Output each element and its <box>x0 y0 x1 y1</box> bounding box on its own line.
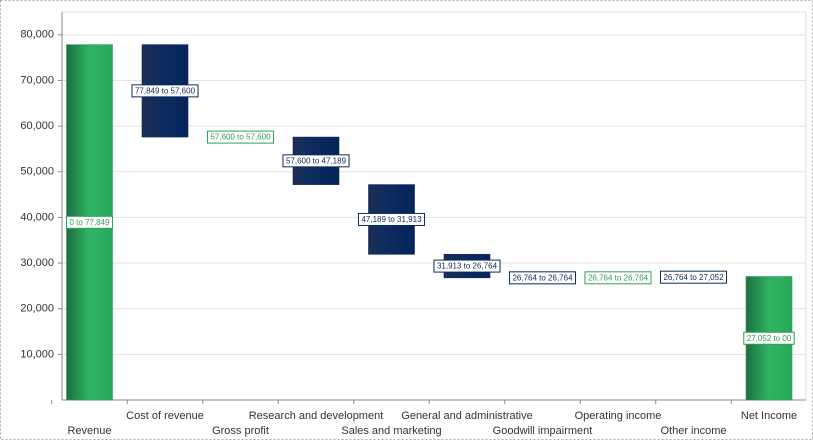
y-tick-label: 40,000 <box>20 211 54 223</box>
value-label-text: 0 to 77,849 <box>69 218 110 227</box>
value-label-text: 47,189 to 31,913 <box>361 215 422 224</box>
value-label-box <box>659 270 728 284</box>
x-tick-label: Revenue <box>67 425 111 437</box>
x-tick-label: Research and development <box>249 410 384 422</box>
value-label-text: 26,764 to 27,052 <box>663 273 724 282</box>
y-tick-label: 80,000 <box>20 29 54 41</box>
value-label-text: 77,849 to 57,600 <box>135 86 196 95</box>
x-tick-label: Operating income <box>575 410 662 422</box>
value-label: 26,764 to 26,764 <box>508 271 577 285</box>
value-label: 26,764 to 26,764 <box>584 271 652 285</box>
value-label-box <box>65 215 114 229</box>
x-tick-label: Gross profit <box>212 425 269 437</box>
value-label: 77,849 to 57,600 <box>131 84 199 98</box>
value-label: 47,189 to 31,913 <box>357 212 426 226</box>
x-tick-label: General and administrative <box>401 410 532 422</box>
x-tick-label: Goodwill impairment <box>493 425 593 437</box>
value-label-box <box>743 331 795 345</box>
value-label-box <box>282 154 350 168</box>
x-tick-label: Other income <box>660 425 726 437</box>
value-label-text: 57,600 to 47,189 <box>286 156 347 165</box>
value-label: 57,600 to 47,189 <box>282 154 350 168</box>
value-label: 0 to 77,849 <box>65 215 114 229</box>
value-label: 57,600 to 57,600 <box>206 130 275 144</box>
value-label-text: 26,764 to 26,764 <box>588 273 649 282</box>
value-label-box <box>131 84 199 98</box>
value-label-box <box>433 259 501 273</box>
y-tick-label: 30,000 <box>20 257 54 269</box>
value-label: 26,764 to 27,052 <box>659 270 728 284</box>
x-tick-label: Net Income <box>741 410 797 422</box>
value-label-box <box>508 271 577 285</box>
value-label: 31,913 to 26,764 <box>433 259 501 273</box>
value-label-text: 27,052 to 00 <box>747 334 792 343</box>
value-label-box <box>206 130 275 144</box>
value-label-text: 26,764 to 26,764 <box>512 273 573 282</box>
y-tick-label: 50,000 <box>20 166 54 178</box>
value-label-box <box>357 212 426 226</box>
y-tick-label: 20,000 <box>20 303 54 315</box>
x-tick-label: Sales and marketing <box>341 425 441 437</box>
value-label-box <box>584 271 652 285</box>
value-label: 27,052 to 00 <box>743 331 795 345</box>
x-tick-label: Cost of revenue <box>126 410 204 422</box>
y-tick-label: 70,000 <box>20 74 54 86</box>
y-tick-label: 60,000 <box>20 120 54 132</box>
value-label-text: 31,913 to 26,764 <box>437 262 498 271</box>
y-tick-label: 10,000 <box>20 348 54 360</box>
value-label-text: 57,600 to 57,600 <box>210 133 271 142</box>
